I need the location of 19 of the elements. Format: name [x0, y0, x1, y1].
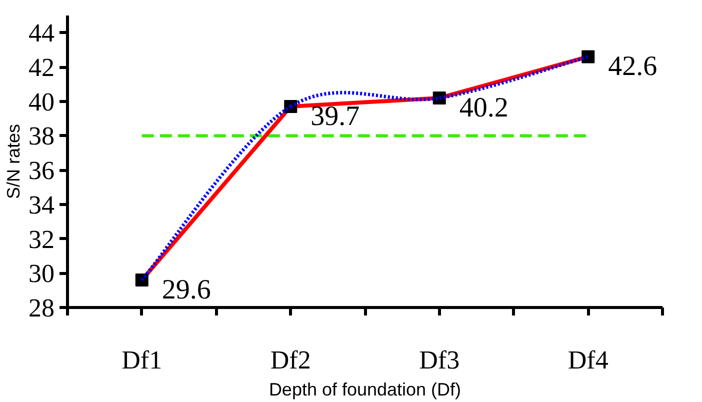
- y-tick-label: 36: [28, 156, 54, 186]
- x-tick-label: Df3: [419, 346, 460, 374]
- y-tick-label: 38: [28, 122, 54, 151]
- y-tick-label: 34: [28, 190, 54, 220]
- x-axis-title: Depth of foundation (Df): [268, 380, 462, 400]
- x-tick-label: Df4: [568, 346, 608, 374]
- y-tick-label: 28: [28, 294, 54, 322]
- x-tick-label: Df1: [122, 346, 162, 374]
- y-tick-label: 32: [28, 224, 54, 254]
- y-tick-label: 30: [28, 259, 54, 288]
- data-label: 39.7: [310, 101, 360, 132]
- y-tick-label: 44: [28, 18, 54, 48]
- y-tick-label: 40: [28, 87, 54, 116]
- y-tick-label: 42: [28, 53, 54, 82]
- data-label: 40.2: [459, 92, 508, 124]
- x-tick-label: Df2: [270, 346, 311, 374]
- y-axis-title: S/N rates: [4, 124, 24, 200]
- data-label: 42.6: [608, 51, 658, 82]
- data-label: 29.6: [162, 274, 211, 306]
